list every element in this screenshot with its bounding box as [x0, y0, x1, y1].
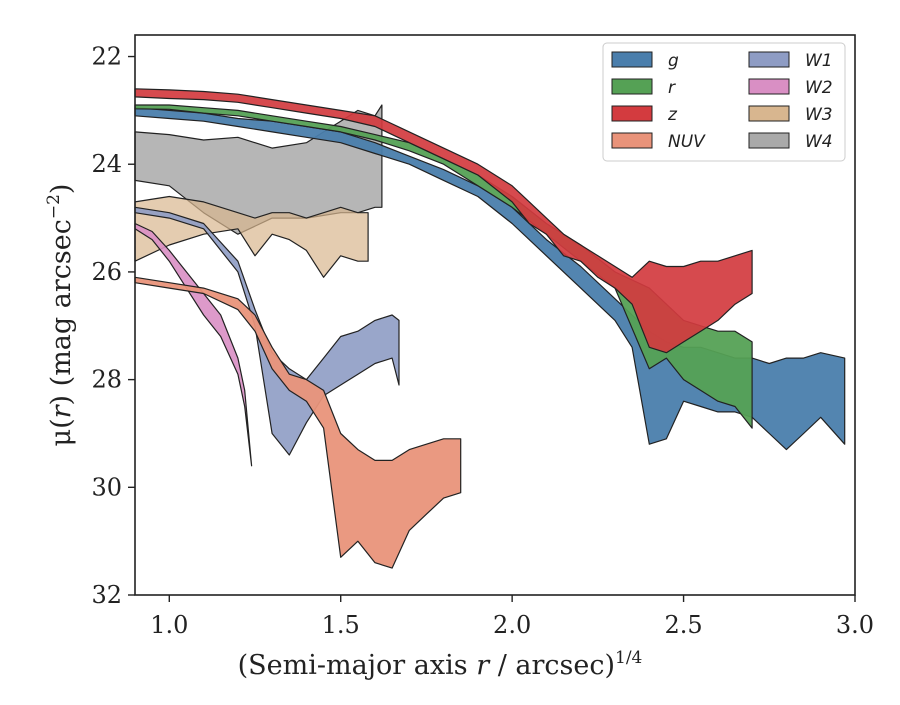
- x-tick-label: 1.0: [150, 611, 188, 639]
- legend-label-w4: W4: [805, 132, 833, 152]
- y-tick-label: 30: [91, 473, 122, 501]
- legend-swatch-nuv: [611, 132, 653, 149]
- y-axis-ticks: 22 24 26 28 30 32: [91, 43, 135, 609]
- legend-swatch-w4: [748, 132, 790, 149]
- x-axis-label-var: r: [476, 650, 491, 681]
- y-axis-label-close: ): [46, 184, 77, 195]
- y-axis-label-rest: ) (mag arcsec: [46, 219, 77, 405]
- legend-swatch-w3: [748, 105, 790, 122]
- y-tick-label: 24: [91, 150, 122, 178]
- legend-swatch-g: [611, 51, 653, 68]
- legend-label-w2: W2: [805, 78, 833, 98]
- band-r: [134, 104, 753, 429]
- legend-box: [602, 42, 846, 162]
- band-w2: [134, 222, 253, 467]
- y-tick-label: 26: [91, 258, 122, 286]
- x-axis-ticks: 1.0 1.5 2.0 2.5 3.0: [150, 595, 874, 639]
- y-tick-label: 22: [91, 43, 122, 71]
- y-axis-label-exponent: −2: [44, 194, 64, 219]
- y-tick-label: 32: [91, 581, 122, 609]
- y-axis-label-var: r: [46, 403, 77, 418]
- legend-label-g: g: [668, 51, 679, 71]
- legend-label-nuv: NUV: [668, 132, 706, 152]
- band-g: [134, 107, 846, 451]
- x-axis-label: (Semi-major axis r / arcsec)1/4: [238, 648, 643, 681]
- x-axis-label-exponent: 1/4: [615, 648, 642, 668]
- band-w3: [134, 195, 369, 278]
- x-tick-label: 2.0: [493, 611, 531, 639]
- legend-label-w1: W1: [805, 51, 833, 71]
- profile-bands: [134, 88, 846, 569]
- x-tick-label: 1.5: [322, 611, 360, 639]
- legend-swatch-w2: [748, 78, 790, 95]
- x-axis-label-main: (Semi-major axis: [238, 650, 477, 681]
- legend-label-w3: W3: [805, 105, 833, 125]
- y-axis-label: μ(r) (mag arcsec−2): [44, 184, 77, 447]
- plot-frame: [134, 34, 856, 596]
- legend-label-z: z: [667, 105, 678, 125]
- legend: grz NUV W1 W2 W3 W4: [602, 42, 846, 162]
- x-tick-label: 3.0: [836, 611, 874, 639]
- y-axis-label-mu: μ(: [46, 418, 77, 446]
- legend-label-r: r: [668, 78, 676, 98]
- y-tick-label: 28: [91, 366, 122, 394]
- legend-swatch-w1: [748, 51, 790, 68]
- band-z: [134, 88, 753, 354]
- legend-swatch-z: [611, 105, 653, 122]
- legend-swatch-r: [611, 78, 653, 95]
- x-tick-label: 2.5: [664, 611, 702, 639]
- band-nuv: [134, 276, 462, 569]
- x-axis-label-rest: / arcsec): [489, 650, 615, 681]
